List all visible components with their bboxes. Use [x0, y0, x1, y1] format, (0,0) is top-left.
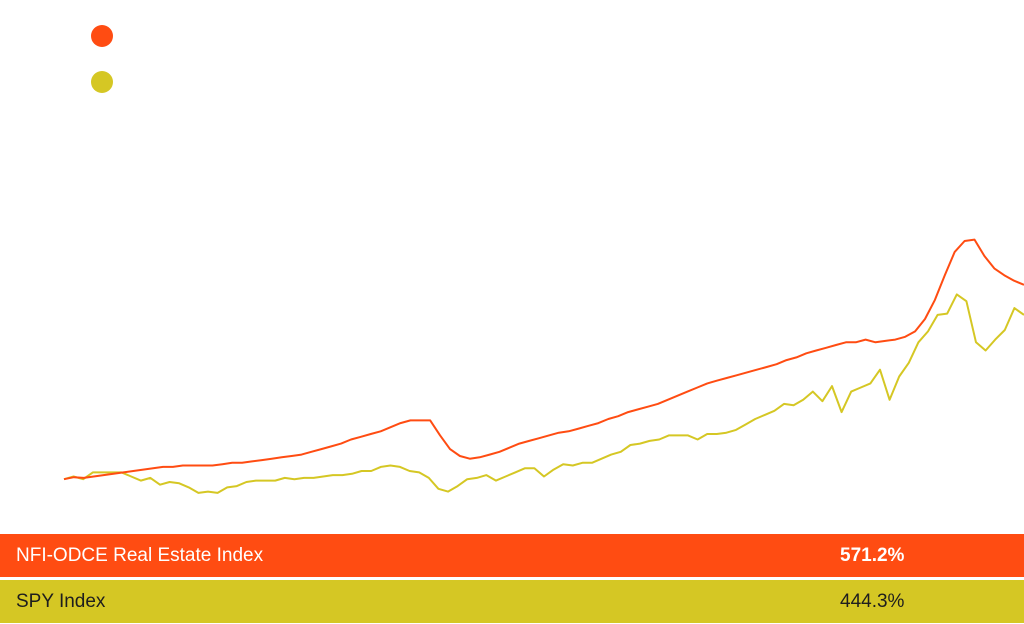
series-line-nfi: [63, 238, 1024, 481]
summary-row-nfi: NFI-ODCE Real Estate Index 571.2%: [0, 534, 1024, 577]
legend-dot-spy: [91, 71, 113, 93]
series-line-spy: [63, 293, 1024, 494]
summary-label: NFI-ODCE Real Estate Index: [16, 545, 264, 566]
summary-row-spy: SPY Index 444.3%: [0, 580, 1024, 623]
summary-label: SPY Index: [16, 591, 106, 612]
summary-value: 444.3%: [840, 591, 905, 612]
summary-value: 571.2%: [840, 545, 905, 566]
legend-dot-nfi: [91, 25, 113, 47]
line-chart: [63, 238, 1024, 494]
